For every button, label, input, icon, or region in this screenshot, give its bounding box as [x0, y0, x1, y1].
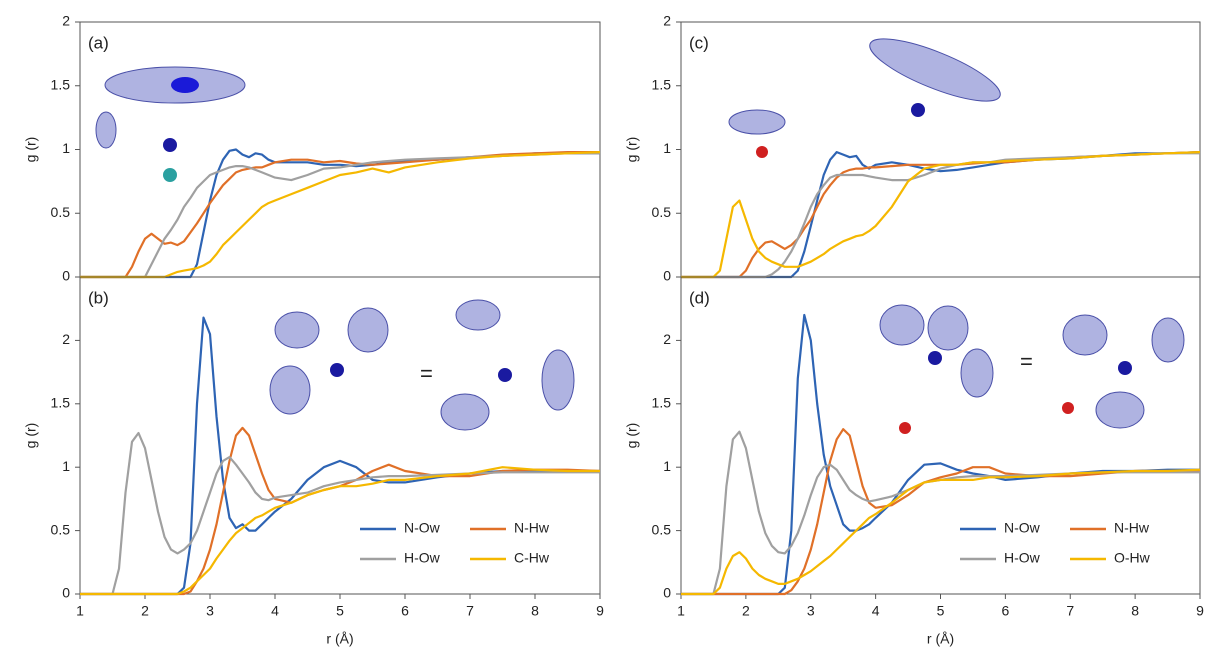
y-axis-label: g (r) — [624, 423, 640, 449]
atom — [928, 351, 942, 365]
x-tick-label: 3 — [206, 603, 214, 619]
atom — [1062, 402, 1074, 414]
y-tick-label: 1 — [663, 140, 671, 156]
x-axis-label: r (Å) — [927, 631, 954, 647]
legend-label: H-Ow — [404, 550, 441, 566]
atom — [899, 422, 911, 434]
series-line — [80, 431, 600, 596]
y-tick-label: 0.5 — [652, 521, 672, 537]
density-blob — [347, 307, 389, 353]
legend-label: N-Hw — [1114, 520, 1150, 536]
legend-label: O-Hw — [1114, 550, 1151, 566]
density-blob — [455, 299, 501, 331]
x-tick-label: 2 — [141, 603, 149, 619]
y-axis-label: g (r) — [23, 423, 39, 449]
y-tick-label: 0.5 — [51, 204, 71, 220]
series-line — [80, 151, 600, 279]
x-tick-label: 4 — [872, 603, 880, 619]
atom — [911, 103, 925, 117]
x-tick-label: 8 — [531, 603, 539, 619]
density-blob — [269, 365, 311, 415]
x-tick-label: 5 — [937, 603, 945, 619]
atom — [1118, 361, 1132, 375]
series-line — [80, 148, 600, 279]
density-blob — [541, 349, 575, 411]
x-tick-label: 1 — [76, 603, 84, 619]
series-line — [681, 151, 1201, 279]
y-tick-label: 1 — [62, 458, 70, 474]
series-line — [681, 151, 1201, 279]
y-tick-label: 0.5 — [652, 204, 672, 220]
atom — [163, 168, 177, 182]
x-tick-label: 6 — [401, 603, 409, 619]
x-tick-label: 5 — [336, 603, 344, 619]
atom — [756, 146, 768, 158]
equals-sign: = — [1020, 349, 1033, 374]
y-tick-label: 1 — [663, 458, 671, 474]
molecule-illustrations: = = — [95, 38, 1185, 434]
density-core — [171, 77, 199, 93]
density-blob — [440, 393, 490, 431]
y-tick-label: 0.5 — [51, 521, 71, 537]
x-tick-label: 4 — [271, 603, 279, 619]
density-blob — [960, 348, 994, 398]
atom — [330, 363, 344, 377]
x-tick-label: 9 — [1196, 603, 1204, 619]
panel-label: (b) — [88, 288, 109, 307]
series-line — [681, 428, 1200, 596]
density-blob — [879, 304, 925, 346]
density-blob — [1151, 317, 1185, 363]
series-line — [80, 151, 601, 279]
series-line — [80, 152, 600, 279]
y-tick-label: 1.5 — [51, 76, 71, 92]
legend-label: N-Hw — [514, 520, 550, 536]
plot-frame — [79, 276, 601, 595]
x-tick-label: 7 — [466, 603, 474, 619]
density-blob — [728, 109, 786, 135]
equals-sign: = — [420, 361, 433, 386]
density-blob — [1062, 314, 1108, 356]
y-tick-label: 2 — [663, 331, 671, 347]
series-line — [80, 466, 600, 596]
legend-label: N-Ow — [1004, 520, 1041, 536]
panel-label: (d) — [689, 288, 710, 307]
y-tick-label: 1.5 — [652, 395, 672, 411]
x-tick-label: 2 — [742, 603, 750, 619]
y-tick-label: 1.5 — [51, 395, 71, 411]
y-axis-label: g (r) — [624, 137, 640, 163]
series-line — [681, 468, 1201, 596]
x-axis-label: r (Å) — [326, 631, 353, 647]
y-tick-label: 1 — [62, 140, 70, 156]
y-tick-label: 2 — [663, 13, 671, 29]
y-tick-label: 0 — [62, 268, 70, 284]
density-blob — [274, 311, 320, 349]
x-tick-label: 9 — [596, 603, 604, 619]
legend-label: C-Hw — [514, 550, 550, 566]
y-tick-label: 0 — [663, 585, 671, 601]
panel-label: (a) — [88, 33, 109, 52]
y-tick-label: 1.5 — [652, 76, 672, 92]
y-tick-label: 2 — [62, 331, 70, 347]
density-blob — [869, 38, 1001, 102]
atom — [163, 138, 177, 152]
series-line — [681, 430, 1200, 596]
x-tick-label: 1 — [677, 603, 685, 619]
y-tick-label: 2 — [62, 13, 70, 29]
density-blob — [95, 111, 117, 149]
x-tick-label: 7 — [1066, 603, 1074, 619]
panel-label: (c) — [689, 33, 709, 52]
legend-label: H-Ow — [1004, 550, 1041, 566]
x-tick-label: 6 — [1001, 603, 1009, 619]
atom — [498, 368, 512, 382]
y-tick-label: 0 — [62, 585, 70, 601]
y-tick-label: 0 — [663, 268, 671, 284]
x-tick-label: 3 — [807, 603, 815, 619]
density-blob — [1095, 391, 1145, 429]
legend-label: N-Ow — [404, 520, 441, 536]
density-blob — [927, 305, 969, 351]
x-tick-label: 8 — [1131, 603, 1139, 619]
y-axis-label: g (r) — [23, 137, 39, 163]
